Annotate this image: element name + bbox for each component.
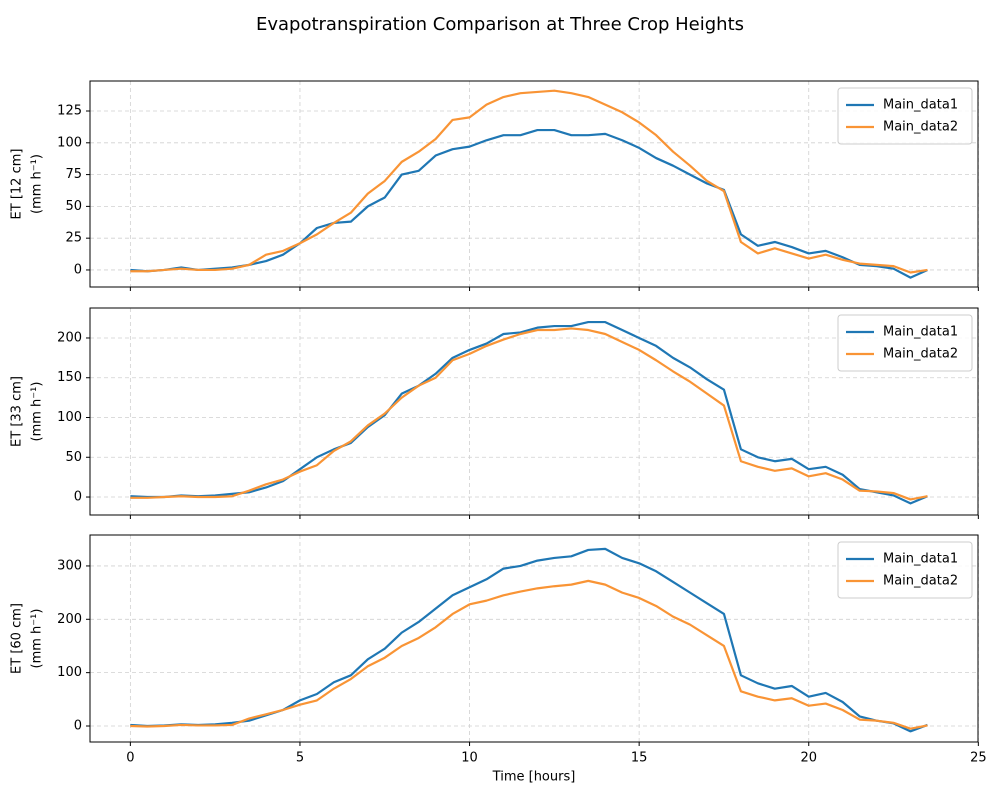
y-axis-label: ET [12 cm] bbox=[10, 149, 25, 220]
legend-label: Main_data1 bbox=[883, 98, 958, 113]
y-axis-label: ET [60 cm] bbox=[10, 603, 25, 674]
legend-label: Main_data2 bbox=[883, 347, 958, 362]
y-axis-label: ET [33 cm] bbox=[10, 376, 25, 447]
legend-box bbox=[837, 87, 973, 145]
legend-box bbox=[837, 541, 973, 599]
data-line bbox=[130, 547, 928, 733]
y-axis-label: (mm h⁻¹) bbox=[30, 382, 45, 442]
y-tick-label: 100 bbox=[57, 410, 82, 425]
legend-label: Main_data2 bbox=[883, 574, 958, 589]
y-tick-label: 50 bbox=[65, 199, 82, 214]
data-line bbox=[130, 128, 928, 279]
y-tick-label: 150 bbox=[57, 370, 82, 385]
y-tick-label: 100 bbox=[57, 135, 82, 150]
axes-frame bbox=[89, 307, 979, 516]
y-tick-label: 300 bbox=[57, 558, 82, 573]
x-tick-label: 25 bbox=[970, 751, 987, 766]
axes-frame bbox=[89, 80, 979, 288]
y-tick-label: 0 bbox=[74, 490, 82, 505]
y-tick-label: 200 bbox=[57, 612, 82, 627]
y-tick-label: 125 bbox=[57, 104, 82, 119]
x-tick-label: 5 bbox=[296, 751, 304, 766]
y-tick-label: 25 bbox=[65, 231, 82, 246]
y-tick-label: 0 bbox=[74, 262, 82, 277]
y-axis-label: (mm h⁻¹) bbox=[30, 609, 45, 669]
y-tick-label: 0 bbox=[74, 718, 82, 733]
data-line bbox=[130, 89, 928, 274]
data-line bbox=[130, 320, 928, 505]
x-tick-label: 20 bbox=[800, 751, 817, 766]
x-tick-label: 0 bbox=[126, 751, 134, 766]
x-tick-label: 10 bbox=[461, 751, 478, 766]
y-axis-label: (mm h⁻¹) bbox=[30, 154, 45, 214]
axes-frame bbox=[89, 534, 979, 743]
figure-title: Evapotranspiration Comparison at Three C… bbox=[256, 14, 744, 35]
x-tick-label: 15 bbox=[631, 751, 648, 766]
data-line bbox=[130, 579, 928, 730]
y-tick-label: 50 bbox=[65, 450, 82, 465]
legend-label: Main_data1 bbox=[883, 552, 958, 567]
y-tick-label: 100 bbox=[57, 665, 82, 680]
legend-label: Main_data1 bbox=[883, 325, 958, 340]
subplot: 0 100 200 300 0 5 10 15 20 25 ET [60 cm] (mm h⁻¹) Ti… bbox=[10, 534, 987, 785]
legend-label: Main_data2 bbox=[883, 120, 958, 135]
data-line bbox=[130, 327, 928, 501]
y-tick-label: 200 bbox=[57, 330, 82, 345]
subplot: 0 25 50 75 100 125 ET [12 cm] (mm h⁻¹) Main_data… bbox=[10, 80, 979, 291]
legend-box bbox=[837, 314, 973, 372]
subplot: 0 50 100 150 200 ET [33 cm] (mm h⁻¹) Main_data1… bbox=[10, 307, 979, 519]
y-tick-label: 75 bbox=[65, 167, 82, 182]
x-axis-label: Time [hours] bbox=[492, 770, 576, 785]
